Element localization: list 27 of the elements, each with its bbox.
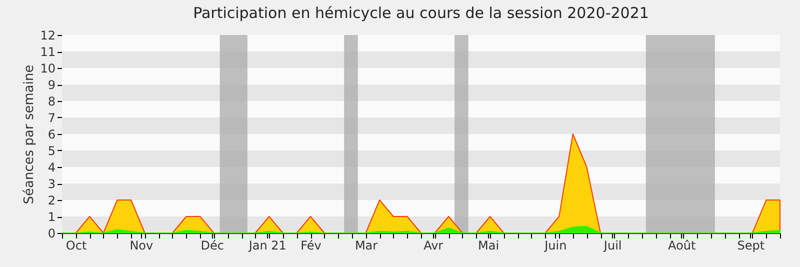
x-tick-label: Jan 21 [248, 238, 286, 252]
y-tick-label: 2 [48, 194, 56, 208]
y-tick-label: 12 [40, 28, 56, 42]
x-tick-label: Mar [354, 238, 378, 252]
x-tick-label: Avr [424, 238, 444, 252]
y-tick-label: 0 [48, 226, 56, 240]
x-tick-label: Août [668, 238, 696, 252]
y-tick-label: 7 [48, 111, 56, 125]
y-axis-title: Séances par semaine [22, 64, 38, 204]
chart-title: Participation en hémicycle au cours de la session 2020-2021 [193, 4, 649, 22]
y-tick-label: 6 [48, 128, 56, 142]
y-tick-label: 5 [48, 144, 56, 158]
y-tick-label: 10 [40, 62, 56, 76]
y-tick-label: 8 [48, 94, 56, 108]
x-tick-label: Fév [300, 238, 322, 252]
y-tick-label: 3 [48, 177, 56, 191]
x-tick-label: Mai [478, 238, 500, 252]
x-tick-label: Oct [66, 238, 87, 252]
y-tick-label: 9 [48, 78, 56, 92]
x-tick-label: Juil [602, 238, 622, 252]
x-tick-label: Déc [200, 238, 224, 252]
y-tick-label: 1 [48, 210, 56, 224]
y-tick-label: 11 [40, 45, 56, 59]
x-tick-label: Nov [130, 238, 154, 252]
y-tick-label: 4 [48, 160, 56, 174]
x-tick-label: Juin [544, 238, 567, 252]
x-tick-label: Sept [737, 238, 765, 252]
